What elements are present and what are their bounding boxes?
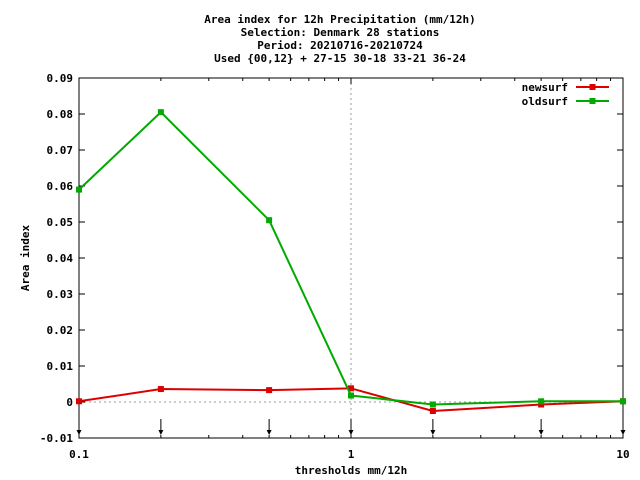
y-tick-label: 0.01: [47, 360, 74, 373]
grid-lines: [79, 78, 623, 438]
data-point-oldsurf: [157, 109, 164, 116]
data-point-newsurf: [157, 386, 164, 393]
y-tick-label: 0.04: [47, 252, 74, 265]
x-axis-label: thresholds mm/12h: [295, 464, 408, 477]
data-point-oldsurf: [538, 398, 545, 405]
threshold-marker-arrow: [348, 430, 354, 435]
y-axis: -0.01 0 0.01 0.02 0.03 0.04 0.05 0.06 0.07 0.08 0.…: [40, 72, 623, 445]
title-line-4: Used {00,12} + 27-15 30-18 33-21 36-24: [214, 52, 466, 65]
legend-marker-oldsurf: [589, 98, 596, 104]
x-tick-label: 10: [616, 448, 629, 461]
data-point-newsurf: [266, 387, 273, 394]
y-tick-label: 0.02: [47, 324, 74, 337]
legend-marker-newsurf: [589, 84, 596, 90]
data-point-oldsurf: [429, 401, 436, 408]
data-point-newsurf: [429, 408, 436, 414]
data-point-newsurf: [348, 385, 354, 392]
data-point-newsurf: [538, 401, 545, 408]
series-group: [76, 109, 626, 414]
threshold-marker-arrow: [76, 430, 82, 435]
chart-title: Area index for 12h Precipitation (mm/12h…: [204, 13, 476, 65]
y-tick-label: 0.06: [47, 180, 74, 193]
y-tick-label: 0.08: [47, 108, 74, 121]
y-tick-label: -0.01: [40, 432, 73, 445]
x-axis: 0.1 1 10: [69, 78, 630, 461]
threshold-marker-arrow: [620, 430, 626, 435]
data-point-newsurf: [76, 398, 82, 405]
threshold-marker-arrow: [266, 430, 272, 435]
title-line-1: Area index for 12h Precipitation (mm/12h…: [204, 13, 476, 26]
data-point-oldsurf: [76, 186, 82, 193]
threshold-marker-arrow: [538, 430, 544, 435]
y-tick-label: 0.09: [47, 72, 74, 85]
y-axis-label: Area index: [19, 225, 32, 292]
x-tick-label: 1: [348, 448, 355, 461]
data-point-oldsurf: [348, 392, 354, 399]
legend: newsurf oldsurf: [522, 81, 609, 108]
legend-label-oldsurf: oldsurf: [522, 95, 568, 108]
y-tick-label: 0.05: [47, 216, 74, 229]
legend-label-newsurf: newsurf: [522, 81, 568, 94]
y-tick-label: 0.07: [47, 144, 74, 157]
threshold-markers: [76, 419, 626, 435]
title-line-2: Selection: Denmark 28 stations: [241, 26, 440, 39]
title-line-3: Period: 20210716-20210724: [257, 39, 423, 52]
y-tick-label: 0.03: [47, 288, 74, 301]
data-point-oldsurf: [620, 398, 626, 405]
threshold-marker-arrow: [430, 430, 436, 435]
threshold-marker-arrow: [158, 430, 164, 435]
y-tick-label: 0: [66, 396, 73, 409]
data-point-oldsurf: [266, 217, 273, 224]
x-tick-label: 0.1: [69, 448, 89, 461]
